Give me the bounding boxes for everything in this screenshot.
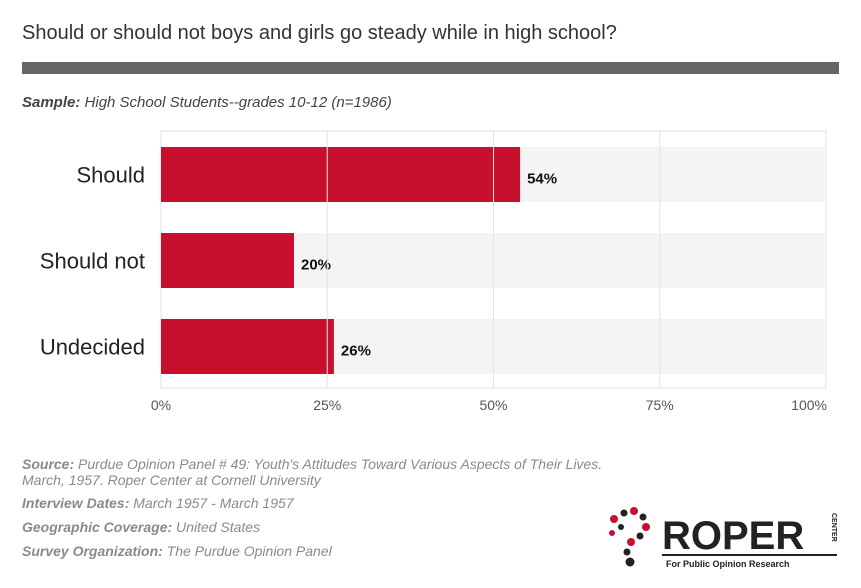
logo-tagline: For Public Opinion Research: [666, 559, 790, 569]
value-label: 26%: [341, 343, 371, 360]
org-label: Survey Organization:: [22, 543, 163, 559]
x-tick-label: 75%: [646, 397, 674, 413]
geo-text: United States: [176, 519, 261, 535]
interview-dates: Interview Dates: March 1957 - March 1957: [22, 495, 294, 511]
value-label: 20%: [301, 257, 331, 274]
x-tick-label: 50%: [479, 397, 507, 413]
bar: [161, 319, 334, 374]
source-note: Source: Purdue Opinion Panel # 49: Youth…: [22, 456, 622, 488]
category-label: Should not: [40, 249, 145, 274]
logo-word: ROPER: [662, 514, 804, 558]
page-title: Should or should not boys and girls go s…: [22, 22, 617, 44]
source-label: Source:: [22, 456, 75, 472]
bar: [161, 233, 294, 288]
x-tick-label: 0%: [151, 397, 171, 413]
sample-label: Sample:: [22, 94, 81, 111]
survey-organization: Survey Organization: The Purdue Opinion …: [22, 543, 332, 559]
title-divider: [22, 62, 839, 74]
sample-text: High School Students--grades 10-12 (n=19…: [84, 94, 392, 111]
bar-chart: Should Should not Undecided 54% 20% 26% 0% 25…: [40, 130, 827, 413]
logo-dots-icon: [609, 507, 650, 567]
x-tick-label: 100%: [791, 397, 827, 413]
bar: [161, 147, 521, 202]
dates-text: March 1957 - March 1957: [133, 495, 294, 511]
geo-label: Geographic Coverage:: [22, 519, 173, 535]
sample-line: Sample: High School Students--grades 10-…: [22, 94, 392, 111]
source-text: Purdue Opinion Panel # 49: Youth's Attit…: [22, 456, 603, 488]
dates-label: Interview Dates:: [22, 495, 130, 511]
category-label: Undecided: [40, 335, 145, 360]
logo-side-text: CENTER: [830, 513, 837, 542]
value-label: 54%: [527, 171, 557, 188]
org-text: The Purdue Opinion Panel: [166, 543, 332, 559]
x-tick-label: 25%: [313, 397, 341, 413]
geographic-coverage: Geographic Coverage: United States: [22, 519, 260, 535]
category-label: Should: [76, 163, 145, 188]
roper-center-logo: ROPER CENTER For Public Opinion Research: [609, 507, 837, 569]
